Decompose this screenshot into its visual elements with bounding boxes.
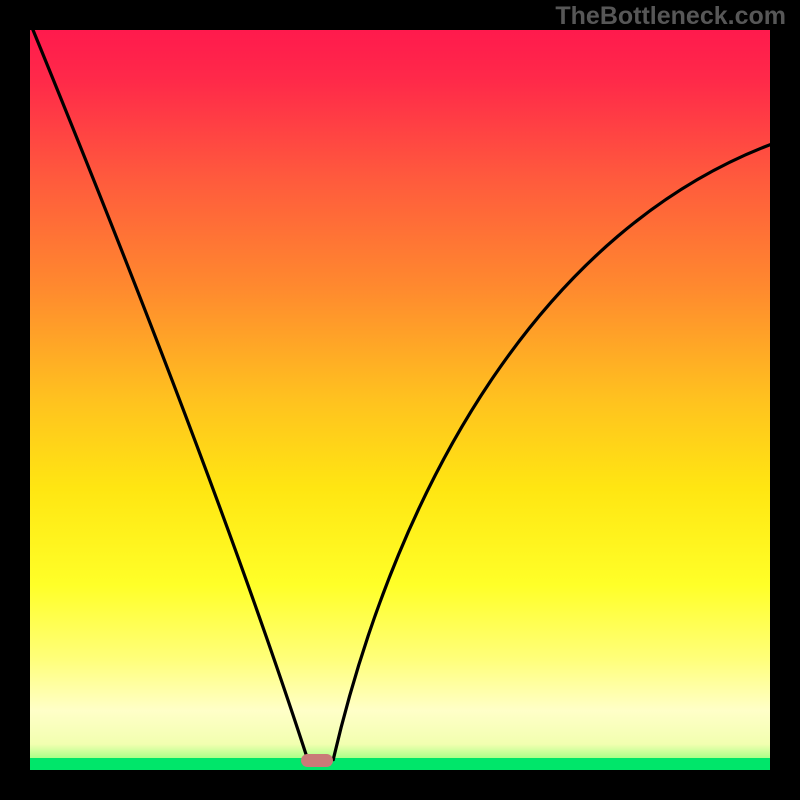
bottleneck-curve <box>30 30 770 770</box>
bottleneck-curve-path <box>30 23 770 760</box>
watermark-text: TheBottleneck.com <box>555 2 786 31</box>
optimal-marker-pill <box>301 754 333 767</box>
